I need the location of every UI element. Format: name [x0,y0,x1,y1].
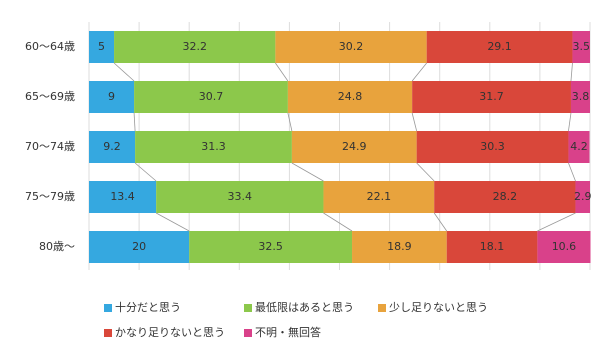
data-label: 4.2 [570,140,588,153]
connector-line [416,162,435,182]
connector-line [291,162,324,182]
data-label: 33.4 [228,190,253,203]
connector-line [570,62,573,82]
connector-line [133,112,136,132]
connector-line [287,112,293,132]
bar-segment [275,31,427,63]
bar-segment [89,81,135,113]
legend-swatch [104,304,112,312]
connector-line [134,162,157,182]
connector-line [275,62,289,82]
connector-line [411,62,427,82]
bar-segment [426,31,573,63]
bar-segment [189,231,353,263]
data-label: 30.2 [339,40,364,53]
bar-segment [323,181,435,213]
data-label: 32.5 [258,240,283,253]
bar-segment [135,131,292,163]
connector-line [155,212,190,232]
bar-segment [287,81,413,113]
data-label: 29.1 [487,40,512,53]
bar-segment [446,231,538,263]
bar-segment [89,31,115,63]
data-label: 31.7 [479,90,504,103]
data-label: 28.2 [493,190,518,203]
bar-segment [572,31,590,63]
legend-swatch [244,329,252,337]
legend-swatch [104,329,112,337]
bar-segment [412,81,571,113]
connector-line [323,212,353,232]
bar-segment [434,181,576,213]
connector-line [113,62,135,82]
bar-segment [537,231,591,263]
bar-segment [570,81,590,113]
bar-segment [89,131,136,163]
y-tick-label: 60〜64歳 [25,40,75,53]
data-label: 30.3 [480,140,505,153]
data-label: 24.8 [338,90,363,103]
data-label: 20 [132,240,146,253]
data-label: 10.6 [552,240,577,253]
legend-label: 最低限はあると思う [255,301,354,314]
data-label: 3.5 [572,40,590,53]
data-label: 2.9 [574,190,592,203]
data-label: 31.3 [201,140,226,153]
data-label: 32.2 [182,40,207,53]
data-label: 30.7 [199,90,224,103]
legend-label: 少し足りないと思う [389,301,488,314]
connector-line [568,162,576,182]
connector-line [411,112,418,132]
legend-swatch [244,304,252,312]
bar-segment [156,181,324,213]
legend-label: 不明・無回答 [255,325,321,339]
data-label: 18.1 [480,240,505,253]
y-tick-label: 80歳〜 [39,240,75,253]
y-tick-label: 70〜74歳 [25,140,75,153]
data-label: 24.9 [342,140,367,153]
bar-segment [291,131,417,163]
legend-swatch [378,304,386,312]
data-label: 18.9 [387,240,412,253]
data-label: 9.2 [103,140,121,153]
connector-line [433,212,448,232]
bar-segment [114,31,276,63]
bar-segment [134,81,288,113]
bar-segment [352,231,447,263]
connector-line [568,112,572,132]
legend-label: 十分だと思う [115,300,181,314]
bar-segment [89,231,190,263]
data-label: 5 [98,40,105,53]
bar-segment [568,131,590,163]
y-tick-label: 75〜79歳 [25,190,75,203]
data-label: 22.1 [367,190,392,203]
legend-label: かなり足りないと思う [115,326,225,339]
bar-segment [416,131,569,163]
connector-line [537,212,576,232]
data-label: 3.8 [572,90,590,103]
data-label: 9 [108,90,115,103]
y-tick-label: 65〜69歳 [25,90,75,103]
data-label: 13.4 [110,190,135,203]
bar-segment [575,181,590,213]
bar-segment [89,181,157,213]
